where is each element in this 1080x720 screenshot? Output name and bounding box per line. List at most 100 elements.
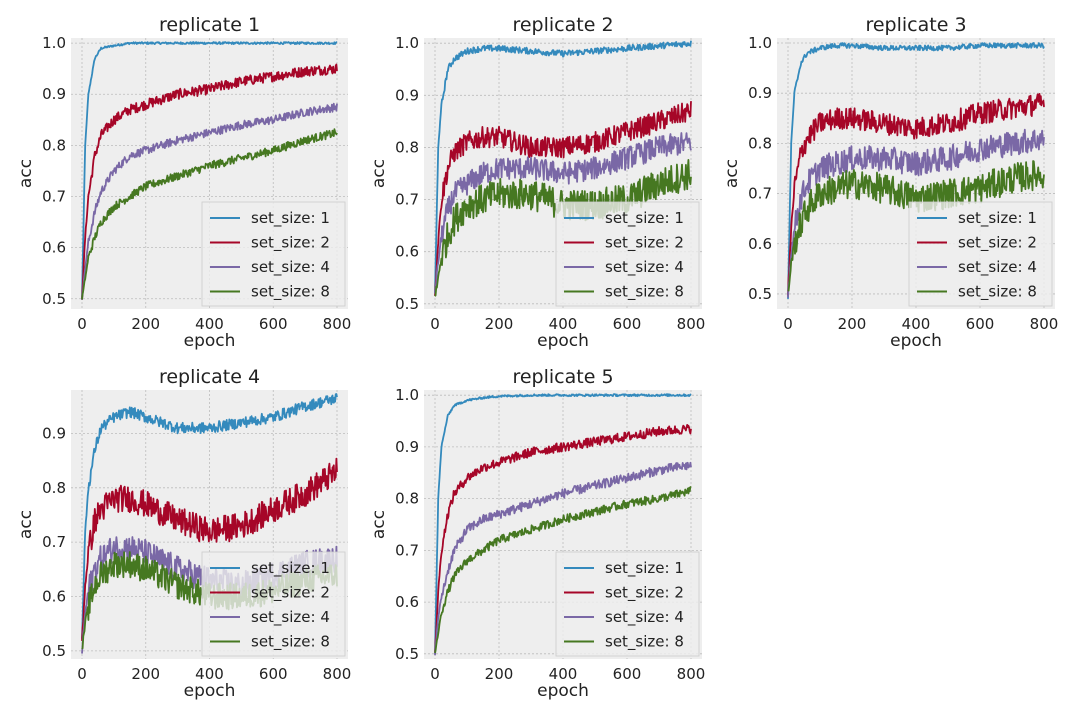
y-tick-label: 0.9 — [748, 84, 772, 102]
y-tick-label: 0.8 — [748, 134, 772, 152]
legend: set_size: 1 set_size: 2 set_size: 4 set_siz… — [555, 201, 700, 307]
y-tick-label: 0.9 — [395, 438, 419, 456]
y-tick-label: 0.5 — [748, 285, 772, 303]
chart-panel-4: 0 200 400 600 800 0.5 0.6 0.7 0.8 0.9 replicate 4 e… — [16, 366, 351, 701]
x-tick-label: 400 — [195, 315, 224, 333]
y-tick-label: 0.7 — [748, 185, 772, 203]
y-tick-label: 0.8 — [42, 479, 66, 497]
legend: set_size: 1 set_size: 2 set_size: 4 set_siz… — [201, 551, 346, 657]
y-tick-label: 0.6 — [748, 235, 772, 253]
series-line-3 — [81, 102, 338, 300]
y-axis-label: acc — [369, 159, 389, 188]
series-line-2 — [434, 424, 692, 653]
y-axis-label: acc — [16, 159, 36, 188]
legend-box — [908, 201, 1053, 307]
y-tick-label: 0.9 — [42, 424, 66, 442]
legend-label: set_size: 1 — [251, 209, 330, 228]
x-tick-label: 800 — [677, 315, 706, 333]
legend-label: set_size: 4 — [605, 608, 684, 627]
y-tick-label: 0.6 — [42, 239, 66, 257]
y-tick-label: 0.5 — [42, 642, 66, 660]
y-axis-label: acc — [722, 159, 742, 188]
y-tick-label: 0.6 — [395, 243, 419, 261]
y-tick-label: 0.6 — [395, 593, 419, 611]
legend-label: set_size: 4 — [605, 258, 684, 277]
legend-label: set_size: 1 — [958, 209, 1037, 228]
legend: set_size: 1 set_size: 2 set_size: 4 set_siz… — [555, 551, 700, 657]
x-tick-label: 200 — [485, 665, 514, 683]
chart-panel-5: 0 200 400 600 800 0.5 0.6 0.7 0.8 0.9 1.0 replicate… — [369, 366, 705, 701]
x-axis-label: epoch — [184, 331, 236, 351]
series-line-1 — [434, 40, 692, 293]
legend-label: set_size: 2 — [251, 584, 330, 603]
chart-title: replicate 1 — [159, 14, 260, 36]
x-axis-label: epoch — [537, 681, 589, 701]
x-tick-label: 600 — [259, 315, 288, 333]
series-line-4 — [81, 128, 338, 300]
y-tick-label: 1.0 — [395, 34, 419, 52]
y-tick-label: 0.7 — [395, 541, 419, 559]
legend-label: set_size: 8 — [251, 633, 330, 652]
legend-label: set_size: 4 — [251, 608, 330, 627]
legend: set_size: 1 set_size: 2 set_size: 4 set_siz… — [908, 201, 1053, 307]
series-line-2 — [81, 63, 338, 300]
y-tick-label: 1.0 — [748, 34, 772, 52]
x-tick-label: 600 — [966, 315, 995, 333]
x-tick-label: 0 — [77, 665, 87, 683]
x-tick-label: 600 — [613, 665, 642, 683]
y-tick-label: 0.7 — [42, 533, 66, 551]
series-line-4 — [787, 160, 1045, 292]
series-line-2 — [434, 101, 692, 296]
x-tick-label: 0 — [77, 315, 87, 333]
series-line-1 — [81, 393, 338, 639]
x-tick-label: 400 — [195, 665, 224, 683]
legend-label: set_size: 2 — [605, 234, 684, 253]
x-tick-label: 400 — [549, 315, 578, 333]
x-tick-label: 800 — [323, 315, 352, 333]
x-tick-label: 0 — [783, 315, 793, 333]
x-tick-label: 400 — [549, 665, 578, 683]
y-tick-label: 0.8 — [395, 138, 419, 156]
y-tick-label: 0.9 — [42, 85, 66, 103]
x-axis-label: epoch — [537, 331, 589, 351]
y-tick-label: 0.6 — [42, 588, 66, 606]
x-tick-label: 0 — [430, 665, 440, 683]
series-line-3 — [787, 128, 1045, 298]
x-tick-label: 200 — [131, 665, 160, 683]
x-tick-label: 600 — [259, 665, 288, 683]
x-tick-label: 0 — [430, 315, 440, 333]
series-line-1 — [81, 41, 338, 299]
chart-title: replicate 3 — [865, 14, 966, 36]
y-tick-label: 0.5 — [395, 295, 419, 313]
y-tick-label: 0.7 — [395, 191, 419, 209]
series-line-3 — [434, 461, 692, 656]
legend-label: set_size: 2 — [958, 234, 1037, 253]
legend-box — [555, 551, 700, 657]
chart-title: replicate 2 — [512, 14, 613, 36]
chart-title: replicate 5 — [512, 366, 613, 388]
legend-label: set_size: 2 — [605, 584, 684, 603]
y-tick-label: 0.5 — [395, 645, 419, 663]
legend: set_size: 1 set_size: 2 set_size: 4 set_siz… — [201, 201, 346, 307]
series-line-2 — [81, 457, 338, 641]
y-tick-label: 0.8 — [395, 490, 419, 508]
chart-title: replicate 4 — [159, 366, 260, 388]
series-line-3 — [434, 132, 692, 294]
legend-label: set_size: 8 — [605, 633, 684, 652]
chart-panel-2: 0 200 400 600 800 0.5 0.6 0.7 0.8 0.9 1.0 replicate… — [369, 14, 705, 351]
x-tick-label: 600 — [613, 315, 642, 333]
legend-label: set_size: 4 — [251, 258, 330, 277]
x-tick-label: 800 — [1030, 315, 1059, 333]
series-line-2 — [787, 93, 1045, 296]
y-tick-label: 1.0 — [42, 34, 66, 52]
legend-box — [201, 201, 346, 307]
x-tick-label: 200 — [131, 315, 160, 333]
chart-panel-1: 0 200 400 600 800 0.5 0.6 0.7 0.8 0.9 1.0 replicate… — [16, 14, 351, 351]
legend-label: set_size: 8 — [251, 283, 330, 302]
y-tick-label: 0.8 — [42, 136, 66, 154]
x-tick-label: 400 — [902, 315, 931, 333]
y-axis-label: acc — [16, 510, 36, 539]
x-axis-label: epoch — [890, 331, 942, 351]
legend-label: set_size: 1 — [605, 209, 684, 228]
